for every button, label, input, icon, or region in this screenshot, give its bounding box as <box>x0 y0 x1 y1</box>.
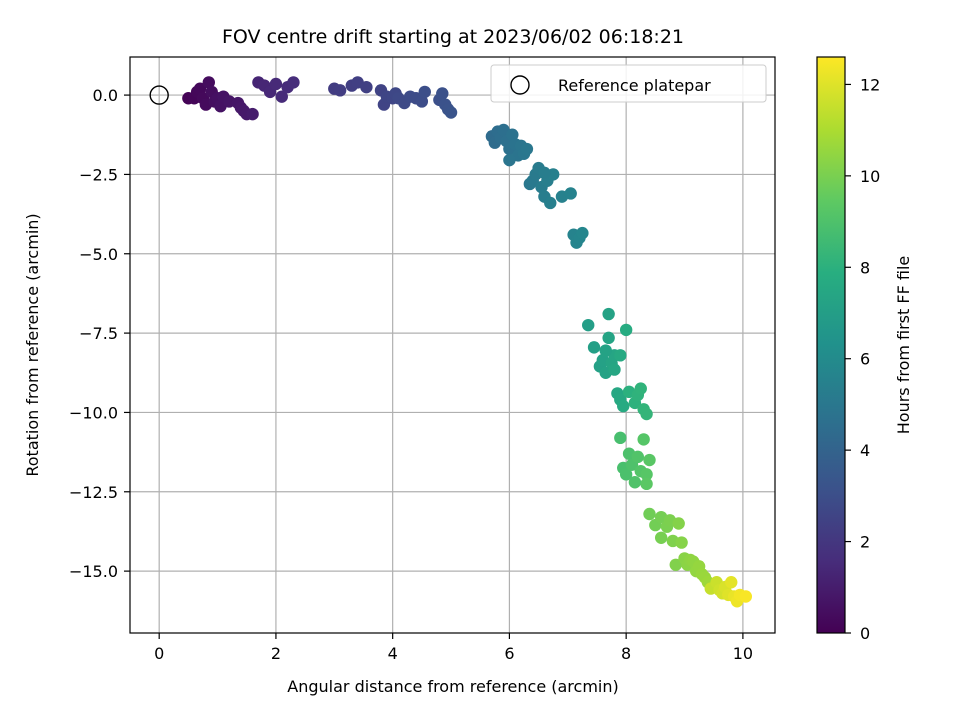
data-point <box>582 318 595 332</box>
data-point <box>202 76 216 89</box>
data-point <box>333 84 347 97</box>
legend-box <box>490 64 767 103</box>
data-point <box>193 82 207 95</box>
data-point <box>614 349 627 362</box>
y-tick-label: −5.0 <box>79 245 118 264</box>
data-point <box>444 106 458 119</box>
x-tick-label: 10 <box>733 644 753 663</box>
y-tick-label: −7.5 <box>79 324 118 343</box>
data-point <box>576 226 589 240</box>
x-tick-label: 6 <box>504 644 514 663</box>
plot-area: 0 2 4 6 8 10 0.0 −2.5 −5.0 −7.5 −10.0 −12.5 −15.0 <box>69 56 776 663</box>
data-point <box>418 85 431 99</box>
data-point <box>654 531 668 544</box>
legend-label: Reference platepar <box>558 76 711 95</box>
data-point <box>640 468 653 481</box>
data-point <box>538 166 551 180</box>
data-point <box>360 80 373 94</box>
y-axis-ticks: 0.0 −2.5 −5.0 −7.5 −10.0 −12.5 −15.0 <box>69 86 130 581</box>
data-point <box>564 187 577 200</box>
data-point <box>675 536 688 549</box>
y-axis-label: Rotation from reference (arcmin) <box>23 213 42 476</box>
colorbar-gradient <box>816 56 846 634</box>
colorbar-tick-label: 2 <box>860 533 870 552</box>
data-point <box>602 307 615 321</box>
colorbar-tick-label: 8 <box>860 258 870 277</box>
y-tick-label: 0.0 <box>93 86 118 105</box>
colorbar-tick-label: 10 <box>860 167 880 186</box>
data-point <box>246 107 259 121</box>
data-point <box>599 344 612 357</box>
data-point <box>619 323 633 337</box>
data-point <box>506 128 519 141</box>
y-tick-label: −2.5 <box>79 165 118 184</box>
y-tick-label: −15.0 <box>69 562 118 581</box>
data-point <box>725 576 738 589</box>
x-tick-label: 8 <box>621 644 631 663</box>
data-point <box>640 477 653 491</box>
grid <box>130 57 775 633</box>
x-axis-label: Angular distance from reference (arcmin) <box>287 677 618 696</box>
y-tick-label: −10.0 <box>69 403 118 422</box>
data-point <box>608 363 621 376</box>
data-point <box>631 450 645 464</box>
data-point <box>637 433 650 446</box>
x-tick-label: 2 <box>271 644 281 663</box>
data-point <box>739 590 753 603</box>
data-point <box>520 142 534 156</box>
data-point <box>669 558 682 571</box>
data-point <box>436 87 449 100</box>
data-points <box>182 76 753 608</box>
colorbar-label: Hours from first FF file <box>894 256 913 435</box>
colorbar-ticks: 0 2 4 6 8 10 12 <box>845 75 880 643</box>
colorbar-tick-label: 12 <box>860 75 880 94</box>
data-point <box>643 507 656 521</box>
data-point <box>643 453 656 467</box>
y-tick-label: −12.5 <box>69 483 118 502</box>
data-point <box>269 77 283 91</box>
reference-point <box>149 85 169 105</box>
legend-marker-icon <box>510 75 530 95</box>
data-point <box>275 90 288 103</box>
data-point <box>415 95 429 108</box>
data-point <box>503 153 516 167</box>
legend: Reference platepar <box>490 64 767 103</box>
colorbar-tick-label: 4 <box>860 441 870 460</box>
data-point <box>617 399 630 413</box>
x-tick-label: 0 <box>154 644 164 663</box>
x-tick-label: 4 <box>388 644 398 663</box>
colorbar-tick-label: 0 <box>860 624 870 643</box>
data-point <box>287 76 300 89</box>
data-point <box>619 468 633 481</box>
data-point <box>640 407 653 421</box>
data-point <box>602 331 615 345</box>
data-point <box>614 431 627 445</box>
data-point <box>628 476 642 489</box>
data-point <box>587 341 601 354</box>
colorbar-tick-label: 6 <box>860 350 870 369</box>
data-point <box>544 196 557 210</box>
data-point <box>634 382 647 395</box>
colorbar: 0 2 4 6 8 10 12 Hours from first FF file <box>816 56 913 643</box>
data-point <box>672 517 685 530</box>
chart-title: FOV centre drift starting at 2023/06/02 … <box>222 26 684 48</box>
x-axis-ticks: 0 2 4 6 8 10 <box>154 633 753 663</box>
plot-frame <box>129 56 776 634</box>
